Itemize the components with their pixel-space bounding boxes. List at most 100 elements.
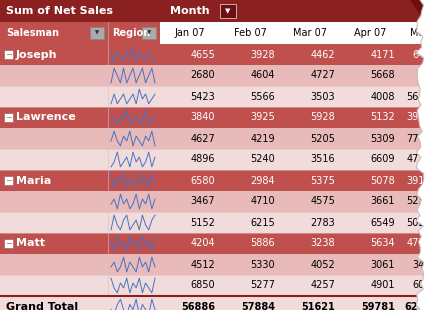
Bar <box>4 113 13 122</box>
Polygon shape <box>410 0 440 44</box>
Text: 4727: 4727 <box>310 70 335 81</box>
Text: Maria: Maria <box>16 175 51 185</box>
Text: 6549: 6549 <box>370 218 395 228</box>
Bar <box>0 212 440 233</box>
Text: Region: Region <box>112 28 150 38</box>
Text: Jan 07: Jan 07 <box>175 28 205 38</box>
Text: 5330: 5330 <box>250 259 275 269</box>
Bar <box>0 191 440 212</box>
Text: 5152: 5152 <box>190 218 215 228</box>
Text: 51621: 51621 <box>301 302 335 310</box>
Text: 2783: 2783 <box>310 218 335 228</box>
Bar <box>0 86 440 107</box>
Text: 4171: 4171 <box>370 50 395 60</box>
Text: 477: 477 <box>407 238 425 249</box>
Text: 5928: 5928 <box>310 113 335 122</box>
Text: 3925: 3925 <box>250 113 275 122</box>
Text: Sum of Net Sales: Sum of Net Sales <box>6 6 113 16</box>
Bar <box>90 27 104 39</box>
Bar <box>0 128 440 149</box>
Text: ▼: ▼ <box>225 8 231 14</box>
Text: 4052: 4052 <box>310 259 335 269</box>
Text: 4575: 4575 <box>310 197 335 206</box>
Text: 5668: 5668 <box>370 70 395 81</box>
Bar <box>0 254 440 275</box>
Bar <box>0 65 440 86</box>
Text: 64: 64 <box>413 50 425 60</box>
Bar <box>4 176 13 185</box>
Text: −: − <box>5 176 12 185</box>
Text: Month: Month <box>170 6 209 16</box>
Bar <box>160 22 440 44</box>
Bar <box>0 233 440 254</box>
Text: 5566: 5566 <box>250 91 275 101</box>
Bar <box>220 4 236 18</box>
Text: 5132: 5132 <box>370 113 395 122</box>
Text: 5309: 5309 <box>370 134 395 144</box>
Text: 396: 396 <box>407 113 425 122</box>
Text: 4008: 4008 <box>370 91 395 101</box>
Text: 567: 567 <box>407 91 425 101</box>
Bar <box>4 239 13 248</box>
Text: 6580: 6580 <box>191 175 215 185</box>
Text: 4896: 4896 <box>191 154 215 165</box>
Text: Apr 07: Apr 07 <box>354 28 386 38</box>
Text: 3061: 3061 <box>370 259 395 269</box>
Text: 4655: 4655 <box>190 50 215 60</box>
Text: 3238: 3238 <box>310 238 335 249</box>
Bar <box>0 275 440 296</box>
Text: 5634: 5634 <box>370 238 395 249</box>
Text: 6609: 6609 <box>370 154 395 165</box>
Text: −: − <box>5 50 12 59</box>
Text: ▼: ▼ <box>95 30 99 36</box>
Text: 60: 60 <box>413 281 425 290</box>
Text: 4219: 4219 <box>250 134 275 144</box>
Bar <box>0 149 440 170</box>
Text: 59781: 59781 <box>361 302 395 310</box>
Polygon shape <box>416 0 440 310</box>
Text: Grand Total: Grand Total <box>6 302 78 310</box>
Text: 4901: 4901 <box>370 281 395 290</box>
Text: 57884: 57884 <box>241 302 275 310</box>
Text: 3467: 3467 <box>191 197 215 206</box>
Text: 5078: 5078 <box>370 175 395 185</box>
Text: 56886: 56886 <box>181 302 215 310</box>
Text: Joseph: Joseph <box>16 50 58 60</box>
Text: 624: 624 <box>405 302 425 310</box>
Text: 3840: 3840 <box>191 113 215 122</box>
Text: 2984: 2984 <box>250 175 275 185</box>
Text: 5277: 5277 <box>250 281 275 290</box>
Text: 5375: 5375 <box>310 175 335 185</box>
Text: −: − <box>5 113 12 122</box>
Text: 502: 502 <box>407 218 425 228</box>
Text: 5886: 5886 <box>250 238 275 249</box>
Text: Lawrence: Lawrence <box>16 113 76 122</box>
Text: 770: 770 <box>407 134 425 144</box>
Text: 4604: 4604 <box>250 70 275 81</box>
Text: 5240: 5240 <box>250 154 275 165</box>
Text: 3503: 3503 <box>310 91 335 101</box>
Text: 5205: 5205 <box>310 134 335 144</box>
Text: 3661: 3661 <box>370 197 395 206</box>
Text: 4512: 4512 <box>190 259 215 269</box>
Text: Salesman: Salesman <box>6 28 59 38</box>
Bar <box>4 50 13 59</box>
Text: 5423: 5423 <box>190 91 215 101</box>
Text: May: May <box>410 28 430 38</box>
Text: 4462: 4462 <box>310 50 335 60</box>
Text: 2680: 2680 <box>191 70 215 81</box>
Bar <box>0 0 440 22</box>
Bar <box>0 22 160 44</box>
Text: 6215: 6215 <box>250 218 275 228</box>
Text: Matt: Matt <box>16 238 45 249</box>
Bar <box>0 107 440 128</box>
Text: Feb 07: Feb 07 <box>234 28 267 38</box>
Text: 523: 523 <box>407 197 425 206</box>
Text: −: − <box>5 239 12 248</box>
Text: 3928: 3928 <box>250 50 275 60</box>
Text: 391: 391 <box>407 175 425 185</box>
Text: 4204: 4204 <box>191 238 215 249</box>
Text: 4710: 4710 <box>250 197 275 206</box>
Bar <box>0 296 440 310</box>
Bar <box>0 44 440 65</box>
